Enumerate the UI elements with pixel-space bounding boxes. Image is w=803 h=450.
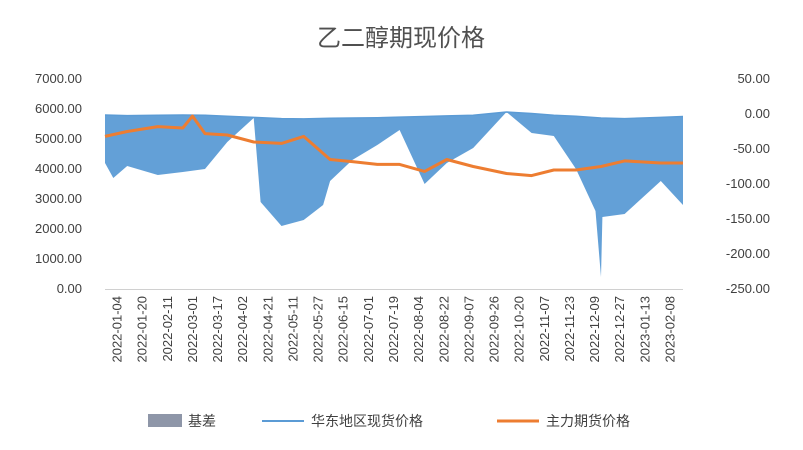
- x-tick-label: 2022-06-15: [336, 296, 351, 363]
- left-y-tick-label: 1000.00: [35, 251, 82, 266]
- x-tick-label: 2022-03-01: [185, 296, 200, 363]
- x-tick-label: 2022-04-21: [260, 296, 275, 363]
- x-tick-label: 2022-01-20: [135, 296, 150, 363]
- spot-price-series: [104, 111, 684, 120]
- left-y-tick-label: 3000.00: [35, 191, 82, 206]
- left-y-tick-label: 5000.00: [35, 131, 82, 146]
- left-y-axis: 7000.00 6000.00 5000.00 4000.00 3000.00 2000.…: [35, 71, 82, 296]
- x-tick-label: 2022-04-02: [235, 296, 250, 363]
- right-y-tick-label: -50.00: [733, 141, 770, 156]
- x-tick-label: 2022-03-17: [210, 296, 225, 363]
- legend-label: 主力期货价格: [546, 413, 630, 430]
- x-tick-label: 2022-09-07: [461, 296, 476, 363]
- left-y-tick-label: 2000.00: [35, 221, 82, 236]
- x-tick-label: 2022-12-27: [612, 296, 627, 363]
- left-y-tick-label: 4000.00: [35, 161, 82, 176]
- legend: 基差 华东地区现货价格 主力期货价格: [148, 413, 630, 430]
- x-tick-label: 2022-07-01: [361, 296, 376, 363]
- left-y-tick-label: 7000.00: [35, 71, 82, 86]
- right-y-tick-label: -200.00: [726, 246, 770, 261]
- right-y-tick-label: 50.00: [737, 71, 770, 86]
- right-y-tick-label: -100.00: [726, 176, 770, 191]
- spot-price-line: [104, 111, 684, 120]
- x-tick-label: 2022-05-27: [311, 296, 326, 363]
- x-tick-label: 2022-08-22: [436, 296, 451, 363]
- x-tick-label: 2022-11-23: [562, 296, 577, 362]
- x-tick-label: 2022-02-11: [160, 296, 175, 362]
- x-tick-label: 2022-12-09: [587, 296, 602, 363]
- x-tick-label: 2022-01-04: [110, 296, 125, 363]
- x-tick-label: 2022-10-20: [512, 296, 527, 363]
- basis-area-series: [105, 112, 683, 277]
- left-y-tick-label: 6000.00: [35, 101, 82, 116]
- legend-basis-swatch: [148, 414, 182, 427]
- x-tick-label: 2022-05-11: [286, 296, 301, 362]
- futures-price-line: [104, 114, 683, 178]
- right-y-tick-label: -150.00: [726, 211, 770, 226]
- right-y-axis: 50.00 0.00 -50.00 -100.00 -150.00 -200.00 -250…: [726, 71, 770, 296]
- x-tick-label: 2023-02-08: [662, 296, 677, 363]
- chart-title: 乙二醇期现价格: [317, 24, 485, 52]
- x-tick-label: 2022-08-04: [411, 296, 426, 363]
- legend-label: 基差: [188, 413, 216, 430]
- x-axis: 2022-01-04 2022-01-20 2022-02-11 2022-03-01…: [105, 289, 683, 363]
- x-tick-label: 2022-07-19: [386, 296, 401, 363]
- x-tick-label: 2022-09-26: [487, 296, 502, 363]
- legend-label: 华东地区现货价格: [311, 413, 423, 430]
- basis-area: [105, 112, 683, 277]
- x-tick-label: 2022-11-07: [537, 296, 552, 362]
- right-y-tick-label: 0.00: [745, 106, 770, 121]
- futures-price-series: [104, 114, 683, 178]
- x-tick-label: 2023-01-13: [637, 296, 652, 363]
- right-y-tick-label: -250.00: [726, 281, 770, 296]
- left-y-tick-label: 0.00: [57, 281, 82, 296]
